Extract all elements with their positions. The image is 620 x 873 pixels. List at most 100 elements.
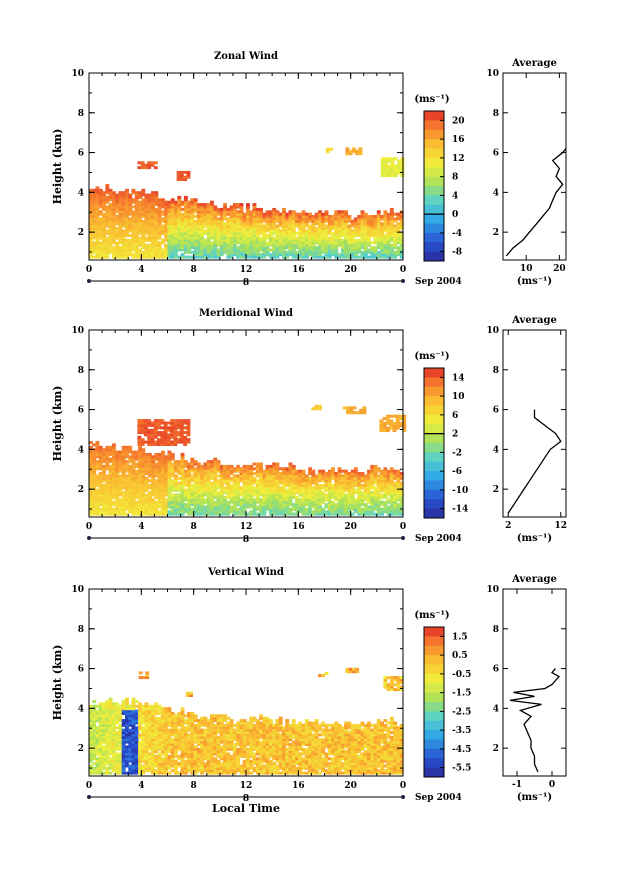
heatmap-cell xyxy=(206,246,211,250)
heatmap-cell xyxy=(180,493,185,497)
heatmap-cell xyxy=(141,229,146,233)
heatmap-cell xyxy=(334,246,339,250)
heatmap-cell xyxy=(144,255,149,259)
heatmap-cell xyxy=(141,467,146,471)
colorbar-segment xyxy=(424,129,444,140)
heatmap-cell xyxy=(265,507,270,511)
heatmap-cell xyxy=(147,433,152,437)
heatmap-cell xyxy=(170,229,175,233)
heatmap-cell xyxy=(164,205,169,209)
heatmap-cell xyxy=(186,440,191,444)
heatmap-cell xyxy=(111,735,116,739)
heatmap-cell xyxy=(157,224,162,228)
heatmap-cell xyxy=(111,246,116,250)
heatmap-cell xyxy=(285,255,290,259)
heatmap-cell xyxy=(272,236,277,240)
heatmap-cell xyxy=(399,498,404,502)
heatmap-cell xyxy=(200,253,205,257)
heatmap-cell xyxy=(229,215,234,218)
heatmap-cell xyxy=(206,498,211,502)
heatmap-cell xyxy=(255,229,260,233)
heatmap-cell xyxy=(396,476,401,480)
heatmap-cell xyxy=(98,707,103,711)
heatmap-cell xyxy=(393,472,398,475)
heatmap-cell xyxy=(108,697,113,701)
heatmap-cell xyxy=(229,498,234,502)
heatmap-cell xyxy=(89,243,93,247)
heatmap-cell xyxy=(360,486,365,490)
heatmap-cell xyxy=(210,241,214,245)
heatmap-cell xyxy=(357,227,362,230)
heatmap-cell xyxy=(213,472,218,475)
heatmap-cell xyxy=(134,469,139,473)
heatmap-cell xyxy=(108,500,113,504)
heatmap-cell xyxy=(223,488,227,492)
heatmap-cell xyxy=(98,723,103,727)
heatmap-cell xyxy=(347,243,352,247)
heatmap-cell xyxy=(392,421,397,425)
heatmap-cell xyxy=(186,423,191,427)
heatmap-cell xyxy=(282,250,286,254)
heatmap-cell xyxy=(291,222,296,226)
heatmap-cell xyxy=(334,495,339,499)
heatmap-cell xyxy=(157,469,162,473)
heatmap-cell xyxy=(246,248,250,252)
heatmap-cell xyxy=(193,207,198,211)
heatmap-cell xyxy=(105,198,110,202)
heatmap-cell xyxy=(115,721,120,725)
heatmap-cell xyxy=(131,488,136,492)
heatmap-cell xyxy=(232,229,237,233)
heatmap-cell xyxy=(177,215,182,218)
heatmap-cell xyxy=(304,255,309,259)
heatmap-cell xyxy=(282,236,286,240)
heatmap-cell xyxy=(170,253,175,257)
heatmap-cell xyxy=(121,762,126,766)
heatmap-cell xyxy=(187,498,191,502)
heatmap-cell xyxy=(154,455,159,459)
heatmap-cell xyxy=(353,507,358,511)
heatmap-cell xyxy=(272,231,277,235)
heatmap-cell xyxy=(161,493,165,497)
heatmap-cell xyxy=(259,481,263,485)
heatmap-cell xyxy=(180,464,185,468)
date-axis-day: 8 xyxy=(243,278,249,288)
heatmap-cell xyxy=(95,731,100,734)
heatmap-cell xyxy=(389,491,394,495)
heatmap-cell xyxy=(177,507,182,511)
heatmap-cell xyxy=(105,448,110,452)
heatmap-cell xyxy=(177,464,182,468)
heatmap-cell xyxy=(167,484,172,487)
heatmap-cell xyxy=(203,512,208,516)
heatmap-cell xyxy=(111,495,116,499)
heatmap-cell xyxy=(183,246,188,250)
heatmap-cell xyxy=(147,512,152,516)
heatmap-cell xyxy=(174,481,178,485)
heatmap-cell xyxy=(121,479,126,483)
heatmap-cell xyxy=(334,212,339,216)
heatmap-cell xyxy=(193,507,198,511)
heatmap-cell xyxy=(183,438,188,442)
heatmap-cell xyxy=(173,435,178,439)
heatmap-cell xyxy=(111,769,116,773)
heatmap-cell xyxy=(121,472,126,475)
heatmap-cell xyxy=(346,411,350,415)
heatmap-cell xyxy=(298,484,303,487)
heatmap-cell xyxy=(167,236,172,240)
heatmap-cell xyxy=(144,464,149,468)
heatmap-cell xyxy=(262,212,267,216)
heatmap-cell xyxy=(288,210,293,214)
heatmap-cell xyxy=(118,234,123,238)
heatmap-cell xyxy=(399,488,404,492)
heatmap-cell xyxy=(180,227,185,230)
heatmap-cell xyxy=(105,503,110,507)
heatmap-cell xyxy=(210,460,214,464)
heatmap-cell xyxy=(285,236,290,240)
heatmap-cell xyxy=(131,255,136,259)
heatmap-cell xyxy=(183,460,188,464)
heatmap-cell xyxy=(298,212,303,216)
heatmap-cell xyxy=(363,486,368,490)
heatmap-cell xyxy=(314,229,319,233)
heatmap-cell xyxy=(242,491,247,495)
heatmap-cell xyxy=(131,474,136,478)
heatmap-cell xyxy=(213,210,218,214)
